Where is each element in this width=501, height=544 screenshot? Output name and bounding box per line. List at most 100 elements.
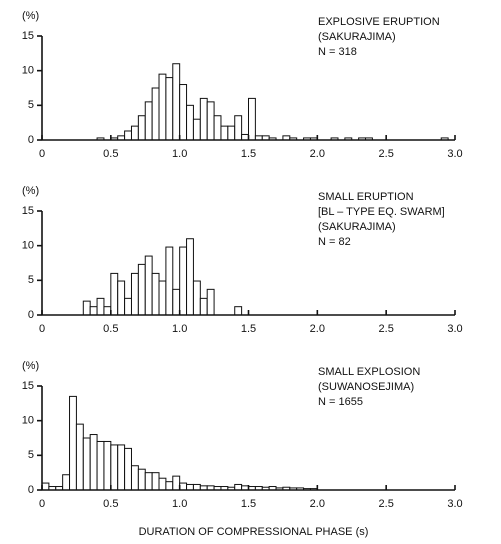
bar (137, 263, 146, 316)
annotation: (SAKURAJIMA) (318, 31, 396, 43)
bar (124, 447, 132, 491)
bar (151, 87, 160, 141)
bar (234, 483, 243, 491)
x-tick-label: 3.0 (447, 148, 462, 160)
y-tick-label: 15 (22, 380, 34, 392)
bar (137, 468, 146, 491)
annotation: [BL – TYPE EQ. SWARM] (318, 206, 445, 218)
annotation: N = 318 (318, 46, 357, 58)
bar (151, 472, 160, 491)
bar (186, 104, 194, 141)
y-tick-label: 0 (28, 484, 34, 496)
x-tick-label: 1.0 (172, 148, 187, 160)
bar (82, 300, 91, 316)
annotation: N = 1655 (318, 396, 363, 408)
annotation: SMALL EXPLOSION (318, 366, 420, 378)
bar (179, 246, 188, 316)
x-tick-label: 0.5 (103, 148, 118, 160)
x-tick-label: 1.0 (172, 323, 187, 335)
bar (144, 472, 153, 491)
annotation: N = 82 (318, 236, 351, 248)
bar (172, 63, 181, 141)
bar (165, 246, 174, 316)
y-tick-label: 0 (28, 309, 34, 321)
x-tick-label: 1.5 (241, 498, 256, 510)
x-tick-label: 1.5 (241, 323, 256, 335)
bar (124, 297, 132, 316)
bar (158, 280, 167, 316)
bar (234, 306, 243, 316)
bar (130, 125, 139, 141)
annotation: (SUWANOSEJIMA) (318, 381, 414, 393)
bar (192, 280, 201, 316)
bar (241, 133, 250, 141)
x-tick-label: 2.0 (310, 323, 325, 335)
bar (117, 280, 126, 316)
bar (75, 423, 84, 491)
bar (62, 474, 71, 491)
x-tick-label: 0 (39, 323, 45, 335)
x-tick-label: 0 (39, 498, 45, 510)
bar (89, 306, 98, 316)
bar (41, 482, 50, 491)
bar (110, 272, 119, 316)
annotation: EXPLOSIVE ERUPTION (318, 16, 440, 28)
x-tick-label: 2.5 (379, 323, 394, 335)
bar (172, 475, 181, 491)
bar (179, 482, 188, 491)
x-tick-label: 3.0 (447, 323, 462, 335)
y-tick-label: 0 (28, 134, 34, 146)
bar (248, 97, 256, 141)
y-tick-label: 10 (22, 415, 34, 427)
bar (89, 434, 98, 491)
bar (69, 395, 77, 491)
bar (165, 77, 174, 141)
y-tick-label: 5 (28, 99, 34, 111)
x-tick-label: 0.5 (103, 498, 118, 510)
x-tick-label: 1.0 (172, 498, 187, 510)
bar (103, 306, 112, 316)
y-tick-label: 10 (22, 240, 34, 252)
y-tick-label: 15 (22, 30, 34, 42)
x-tick-label: 2.5 (379, 148, 394, 160)
y-tick-label: 5 (28, 274, 34, 286)
bar (186, 483, 194, 491)
bar (192, 483, 201, 491)
y-axis-unit: (%) (22, 360, 39, 372)
bar (179, 84, 188, 141)
x-tick-label: 1.5 (241, 148, 256, 160)
x-tick-label: 2.0 (310, 148, 325, 160)
bar (103, 440, 112, 491)
y-axis-unit: (%) (22, 185, 39, 197)
bar (220, 125, 229, 141)
y-axis-unit: (%) (22, 10, 39, 22)
bar (165, 481, 174, 491)
bar (206, 101, 215, 141)
x-tick-label: 3.0 (447, 498, 462, 510)
x-tick-label: 2.0 (310, 498, 325, 510)
bar (199, 297, 208, 316)
bar (130, 465, 139, 491)
bar (130, 272, 139, 316)
bar (82, 437, 91, 491)
x-tick-label: 0.5 (103, 323, 118, 335)
bar (192, 118, 201, 141)
x-tick-label: 2.5 (379, 498, 394, 510)
bar (227, 125, 236, 141)
bar (199, 97, 208, 141)
x-axis-label: DURATION OF COMPRESSIONAL PHASE (s) (139, 526, 369, 538)
bar (206, 288, 215, 316)
bar (234, 115, 243, 141)
bar (124, 130, 132, 141)
annotation: SMALL ERUPTION (318, 191, 414, 203)
annotation: (SAKURAJIMA) (318, 221, 396, 233)
y-tick-label: 5 (28, 449, 34, 461)
bar (186, 238, 194, 316)
bar (151, 272, 160, 316)
bar (144, 101, 153, 141)
bar (158, 477, 167, 491)
bar (137, 115, 146, 141)
bar (96, 297, 105, 316)
